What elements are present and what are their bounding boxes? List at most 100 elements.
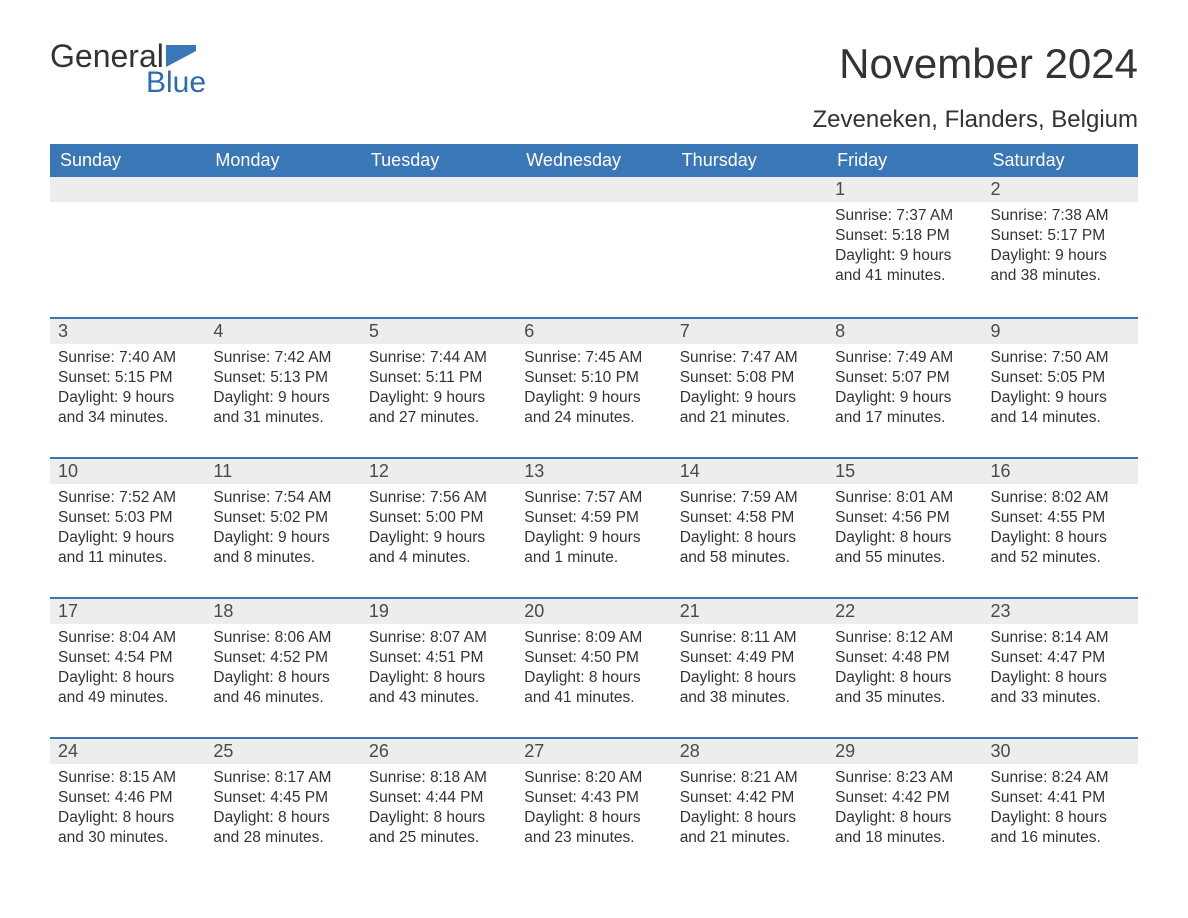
sunset-text: Sunset: 5:17 PM <box>991 226 1130 246</box>
daylight-text: Daylight: 9 hours and 1 minute. <box>524 528 663 568</box>
day-number: 25 <box>205 737 360 764</box>
calendar-cell: 27Sunrise: 8:20 AMSunset: 4:43 PMDayligh… <box>516 737 671 877</box>
day-body: Sunrise: 7:37 AMSunset: 5:18 PMDaylight:… <box>827 202 982 295</box>
brand-logo: General Blue <box>50 40 206 98</box>
sunrise-text: Sunrise: 8:14 AM <box>991 628 1130 648</box>
day-number: 26 <box>361 737 516 764</box>
sunset-text: Sunset: 5:15 PM <box>58 368 197 388</box>
day-body: Sunrise: 8:14 AMSunset: 4:47 PMDaylight:… <box>983 624 1138 717</box>
daylight-text: Daylight: 8 hours and 25 minutes. <box>369 808 508 848</box>
sunrise-text: Sunrise: 8:01 AM <box>835 488 974 508</box>
sunrise-text: Sunrise: 7:38 AM <box>991 206 1130 226</box>
daylight-text: Daylight: 9 hours and 31 minutes. <box>213 388 352 428</box>
month-title: November 2024 <box>813 40 1139 88</box>
day-number: 21 <box>672 597 827 624</box>
day-number: 11 <box>205 457 360 484</box>
sunset-text: Sunset: 5:08 PM <box>680 368 819 388</box>
sunset-text: Sunset: 4:59 PM <box>524 508 663 528</box>
calendar-cell: 21Sunrise: 8:11 AMSunset: 4:49 PMDayligh… <box>672 597 827 737</box>
day-number: 6 <box>516 317 671 344</box>
calendar-cell: 13Sunrise: 7:57 AMSunset: 4:59 PMDayligh… <box>516 457 671 597</box>
flag-icon <box>166 45 196 67</box>
calendar-cell: 4Sunrise: 7:42 AMSunset: 5:13 PMDaylight… <box>205 317 360 457</box>
calendar-cell: 24Sunrise: 8:15 AMSunset: 4:46 PMDayligh… <box>50 737 205 877</box>
empty-day-header <box>516 177 671 202</box>
daylight-text: Daylight: 8 hours and 55 minutes. <box>835 528 974 568</box>
sunset-text: Sunset: 4:54 PM <box>58 648 197 668</box>
daylight-text: Daylight: 9 hours and 38 minutes. <box>991 246 1130 286</box>
sunset-text: Sunset: 4:55 PM <box>991 508 1130 528</box>
calendar-cell: 18Sunrise: 8:06 AMSunset: 4:52 PMDayligh… <box>205 597 360 737</box>
daylight-text: Daylight: 8 hours and 35 minutes. <box>835 668 974 708</box>
calendar-cell: 25Sunrise: 8:17 AMSunset: 4:45 PMDayligh… <box>205 737 360 877</box>
day-number: 15 <box>827 457 982 484</box>
weekday-header: Thursday <box>672 144 827 177</box>
weekday-header: Tuesday <box>361 144 516 177</box>
weekday-header: Monday <box>205 144 360 177</box>
calendar-cell: 12Sunrise: 7:56 AMSunset: 5:00 PMDayligh… <box>361 457 516 597</box>
day-body: Sunrise: 8:18 AMSunset: 4:44 PMDaylight:… <box>361 764 516 857</box>
sunrise-text: Sunrise: 8:18 AM <box>369 768 508 788</box>
calendar-cell: 5Sunrise: 7:44 AMSunset: 5:11 PMDaylight… <box>361 317 516 457</box>
sunrise-text: Sunrise: 7:47 AM <box>680 348 819 368</box>
calendar-cell: 14Sunrise: 7:59 AMSunset: 4:58 PMDayligh… <box>672 457 827 597</box>
day-number: 2 <box>983 177 1138 202</box>
calendar-cell: 23Sunrise: 8:14 AMSunset: 4:47 PMDayligh… <box>983 597 1138 737</box>
day-body: Sunrise: 7:44 AMSunset: 5:11 PMDaylight:… <box>361 344 516 437</box>
calendar-cell: 11Sunrise: 7:54 AMSunset: 5:02 PMDayligh… <box>205 457 360 597</box>
day-body: Sunrise: 8:23 AMSunset: 4:42 PMDaylight:… <box>827 764 982 857</box>
sunrise-text: Sunrise: 7:37 AM <box>835 206 974 226</box>
day-body: Sunrise: 8:15 AMSunset: 4:46 PMDaylight:… <box>50 764 205 857</box>
daylight-text: Daylight: 8 hours and 46 minutes. <box>213 668 352 708</box>
sunrise-text: Sunrise: 8:24 AM <box>991 768 1130 788</box>
day-body: Sunrise: 7:52 AMSunset: 5:03 PMDaylight:… <box>50 484 205 577</box>
day-number: 29 <box>827 737 982 764</box>
daylight-text: Daylight: 9 hours and 4 minutes. <box>369 528 508 568</box>
daylight-text: Daylight: 9 hours and 21 minutes. <box>680 388 819 428</box>
day-number: 30 <box>983 737 1138 764</box>
day-body: Sunrise: 7:56 AMSunset: 5:00 PMDaylight:… <box>361 484 516 577</box>
sunrise-text: Sunrise: 7:56 AM <box>369 488 508 508</box>
brand-word2: Blue <box>50 68 206 98</box>
sunrise-text: Sunrise: 8:06 AM <box>213 628 352 648</box>
empty-day-header <box>361 177 516 202</box>
sunset-text: Sunset: 5:05 PM <box>991 368 1130 388</box>
day-body: Sunrise: 8:11 AMSunset: 4:49 PMDaylight:… <box>672 624 827 717</box>
sunrise-text: Sunrise: 8:09 AM <box>524 628 663 648</box>
calendar-cell: 22Sunrise: 8:12 AMSunset: 4:48 PMDayligh… <box>827 597 982 737</box>
sunset-text: Sunset: 5:11 PM <box>369 368 508 388</box>
weekday-header-row: SundayMondayTuesdayWednesdayThursdayFrid… <box>50 144 1138 177</box>
title-block: November 2024 Zeveneken, Flanders, Belgi… <box>813 40 1139 134</box>
empty-day-header <box>672 177 827 202</box>
sunset-text: Sunset: 5:02 PM <box>213 508 352 528</box>
sunset-text: Sunset: 4:49 PM <box>680 648 819 668</box>
calendar-week-row: 10Sunrise: 7:52 AMSunset: 5:03 PMDayligh… <box>50 457 1138 597</box>
calendar-week-row: 3Sunrise: 7:40 AMSunset: 5:15 PMDaylight… <box>50 317 1138 457</box>
day-number: 12 <box>361 457 516 484</box>
sunrise-text: Sunrise: 7:44 AM <box>369 348 508 368</box>
day-number: 13 <box>516 457 671 484</box>
day-body: Sunrise: 8:21 AMSunset: 4:42 PMDaylight:… <box>672 764 827 857</box>
daylight-text: Daylight: 8 hours and 38 minutes. <box>680 668 819 708</box>
sunset-text: Sunset: 4:44 PM <box>369 788 508 808</box>
daylight-text: Daylight: 8 hours and 33 minutes. <box>991 668 1130 708</box>
calendar-cell: 1Sunrise: 7:37 AMSunset: 5:18 PMDaylight… <box>827 177 982 317</box>
day-number: 4 <box>205 317 360 344</box>
calendar-cell: 6Sunrise: 7:45 AMSunset: 5:10 PMDaylight… <box>516 317 671 457</box>
sunset-text: Sunset: 4:56 PM <box>835 508 974 528</box>
day-number: 19 <box>361 597 516 624</box>
calendar-cell: 16Sunrise: 8:02 AMSunset: 4:55 PMDayligh… <box>983 457 1138 597</box>
sunrise-text: Sunrise: 8:15 AM <box>58 768 197 788</box>
sunset-text: Sunset: 4:51 PM <box>369 648 508 668</box>
day-number: 20 <box>516 597 671 624</box>
calendar-cell: 20Sunrise: 8:09 AMSunset: 4:50 PMDayligh… <box>516 597 671 737</box>
calendar-cell <box>516 177 671 317</box>
calendar-cell: 19Sunrise: 8:07 AMSunset: 4:51 PMDayligh… <box>361 597 516 737</box>
daylight-text: Daylight: 9 hours and 24 minutes. <box>524 388 663 428</box>
daylight-text: Daylight: 9 hours and 14 minutes. <box>991 388 1130 428</box>
day-number: 24 <box>50 737 205 764</box>
sunrise-text: Sunrise: 7:54 AM <box>213 488 352 508</box>
sunset-text: Sunset: 4:42 PM <box>835 788 974 808</box>
sunset-text: Sunset: 4:50 PM <box>524 648 663 668</box>
day-number: 5 <box>361 317 516 344</box>
